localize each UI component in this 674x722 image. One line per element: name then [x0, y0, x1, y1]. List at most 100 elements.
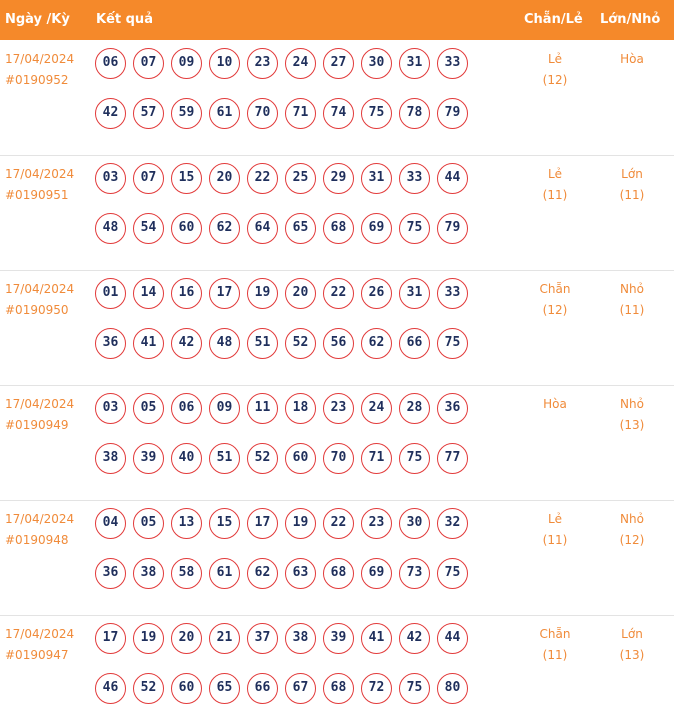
result-ball: 26: [361, 278, 392, 309]
result-balls: 01 14 16 17 19 20 22 26 31 33 36 41 42 48 51 52 56 62 66 75: [95, 278, 480, 388]
result-ball: 30: [361, 48, 392, 79]
result-ball: 41: [133, 328, 164, 359]
result-ball: 41: [361, 623, 392, 654]
draw-row: 17/04/2024 #0190950 01 14 16 17 19 20 22 26 31 33 36…: [0, 271, 674, 386]
result-ball: 63: [285, 558, 316, 589]
result-ball: 17: [247, 508, 278, 539]
result-ball: 10: [209, 48, 240, 79]
result-ball: 25: [285, 163, 316, 194]
even-odd-count: (11): [542, 188, 568, 202]
result-ball: 66: [399, 328, 430, 359]
big-small-count: (13): [619, 418, 645, 432]
header-result: Kết quả: [96, 12, 153, 27]
result-ball: 11: [247, 393, 278, 424]
draw-id-link[interactable]: #0190950: [5, 303, 69, 317]
result-ball: 75: [361, 98, 392, 129]
result-ball: 60: [171, 673, 202, 704]
result-ball: 75: [399, 443, 430, 474]
even-odd-label: Chẵn: [539, 282, 571, 296]
result-ball: 23: [247, 48, 278, 79]
even-odd-label: Lẻ: [547, 167, 563, 181]
result-ball: 79: [437, 98, 468, 129]
result-ball: 33: [437, 278, 468, 309]
header-date-period: Ngày /Kỳ: [5, 12, 70, 27]
result-ball: 36: [437, 393, 468, 424]
even-odd-label: Lẻ: [547, 52, 563, 66]
result-ball: 71: [285, 98, 316, 129]
draw-date: 17/04/2024: [5, 52, 75, 66]
result-ball: 22: [247, 163, 278, 194]
result-ball: 44: [437, 163, 468, 194]
result-ball: 62: [209, 213, 240, 244]
result-ball: 27: [323, 48, 354, 79]
result-ball: 05: [133, 508, 164, 539]
result-ball: 48: [209, 328, 240, 359]
result-ball: 29: [323, 163, 354, 194]
big-small-label: Nhỏ: [620, 512, 644, 526]
result-ball: 51: [247, 328, 278, 359]
result-ball: 71: [361, 443, 392, 474]
result-ball: 52: [133, 673, 164, 704]
result-ball: 18: [285, 393, 316, 424]
draw-date: 17/04/2024: [5, 512, 75, 526]
result-ball: 19: [133, 623, 164, 654]
result-ball: 80: [437, 673, 468, 704]
result-ball: 33: [437, 48, 468, 79]
result-ball: 66: [247, 673, 278, 704]
result-ball: 38: [95, 443, 126, 474]
result-ball: 60: [285, 443, 316, 474]
result-ball: 31: [361, 163, 392, 194]
result-ball: 72: [361, 673, 392, 704]
result-ball: 36: [95, 558, 126, 589]
result-ball: 62: [361, 328, 392, 359]
result-ball: 37: [247, 623, 278, 654]
draw-row: 17/04/2024 #0190951 03 07 15 20 22 25 29 31 33 44 48…: [0, 156, 674, 271]
draw-id-link[interactable]: #0190948: [5, 533, 69, 547]
draw-id-link[interactable]: #0190952: [5, 73, 69, 87]
result-ball: 14: [133, 278, 164, 309]
result-balls: 06 07 09 10 23 24 27 30 31 33 42 57 59 61 70 71 74 75 78 79: [95, 48, 480, 158]
big-small-count: (13): [619, 648, 645, 662]
big-small-count: (11): [619, 188, 645, 202]
result-ball: 30: [399, 508, 430, 539]
result-ball: 42: [399, 623, 430, 654]
header-even-odd: Chẵn/Lẻ: [524, 12, 583, 27]
result-ball: 58: [171, 558, 202, 589]
result-ball: 75: [399, 673, 430, 704]
result-ball: 70: [323, 443, 354, 474]
result-ball: 78: [399, 98, 430, 129]
even-odd-count: (12): [542, 73, 568, 87]
even-odd-count: (11): [542, 648, 568, 662]
even-odd-label: Chẵn: [539, 627, 571, 641]
result-ball: 19: [285, 508, 316, 539]
result-ball: 32: [437, 508, 468, 539]
result-ball: 33: [399, 163, 430, 194]
result-ball: 04: [95, 508, 126, 539]
draw-row: 17/04/2024 #0190947 17 19 20 21 37 38 39 41 42 44 46…: [0, 616, 674, 722]
big-small-count: (11): [619, 303, 645, 317]
result-ball: 79: [437, 213, 468, 244]
draw-id-link[interactable]: #0190949: [5, 418, 69, 432]
big-small-label: Nhỏ: [620, 397, 644, 411]
result-ball: 51: [209, 443, 240, 474]
result-ball: 23: [323, 393, 354, 424]
result-ball: 56: [323, 328, 354, 359]
result-ball: 39: [133, 443, 164, 474]
result-ball: 75: [437, 328, 468, 359]
result-ball: 65: [209, 673, 240, 704]
result-ball: 48: [95, 213, 126, 244]
draw-id-link[interactable]: #0190951: [5, 188, 69, 202]
result-ball: 07: [133, 163, 164, 194]
result-ball: 67: [285, 673, 316, 704]
result-ball: 21: [209, 623, 240, 654]
result-ball: 28: [399, 393, 430, 424]
result-ball: 15: [209, 508, 240, 539]
result-ball: 09: [171, 48, 202, 79]
result-ball: 69: [361, 558, 392, 589]
big-small-label: Lớn: [621, 627, 643, 641]
result-ball: 68: [323, 558, 354, 589]
result-balls: 03 05 06 09 11 18 23 24 28 36 38 39 40 51 52 60 70 71 75 77: [95, 393, 480, 503]
result-ball: 73: [399, 558, 430, 589]
draw-id-link[interactable]: #0190947: [5, 648, 69, 662]
result-ball: 15: [171, 163, 202, 194]
